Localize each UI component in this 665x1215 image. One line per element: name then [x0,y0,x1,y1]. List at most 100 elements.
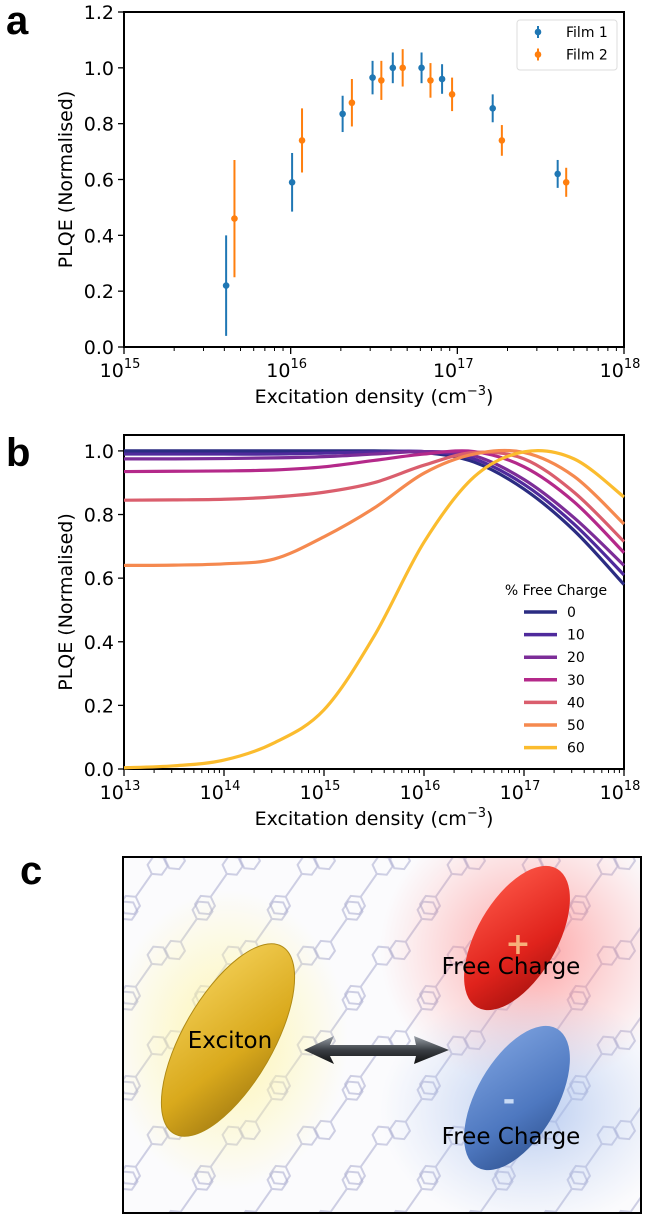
y-tick-label: 0.4 [84,225,114,247]
x-axis-label-text: Excitation density (cm [255,386,467,408]
x-axis-label-close: ) [486,386,493,408]
molecule-bond [359,1143,378,1168]
molecule-ring [87,847,113,873]
chart-a-plqe-vs-density: 1015 1016 1017 10180.00.20.40.60.81.01.2Exc… [55,2,640,408]
x-tick-base: 10 [300,782,324,804]
y-tick-label: 0.6 [84,170,114,192]
molecule-bond [481,829,497,852]
curve-20-percent [123,449,626,567]
molecule-ring [313,1209,337,1213]
exciton-label: Exciton [188,1028,272,1054]
y-tick-label: 1.2 [84,2,114,24]
x-tick-label: 1014 [200,779,241,804]
molecule-bond [106,1099,122,1122]
x-axis-label-close: ) [486,808,493,830]
data-point [389,64,397,72]
legend-box [516,19,618,71]
legend-label: 0 [567,605,576,621]
x-tick-label: 1018 [600,357,641,382]
data-point [448,91,456,98]
molecule-ring [343,894,367,916]
molecule-ring [642,1072,665,1098]
y-tick-label: 0.0 [84,759,114,781]
molecule [642,1033,665,1099]
data-point [348,99,356,107]
molecule-ring [640,1168,665,1194]
molecule-ring [343,1074,367,1096]
x-axis-label: Excitation density (cm−3) [255,384,494,408]
molecule-ring [565,808,591,834]
x-tick-exponent: 16 [290,357,307,372]
legend-title: % Free Charge [505,583,607,599]
molecule [123,857,169,916]
molecule-ring [343,1164,367,1186]
x-tick-base: 10 [100,360,124,382]
molecule-bond [256,829,272,852]
curve-10-percent [123,449,626,577]
molecule-ring [388,857,412,871]
x-tick-exponent: 15 [324,779,341,794]
illustration-frame [122,856,642,1214]
molecule-bond [631,829,647,852]
molecule-ring [313,857,337,871]
panel-label-a: a [6,0,29,43]
molecule-ring [490,808,516,834]
molecule-ring [642,1162,665,1188]
molecule-ring [87,1117,113,1143]
molecule-ring [640,988,665,1014]
molecule-ring [640,898,665,924]
molecule-bond [359,873,378,898]
molecule-bond [661,1144,665,1167]
molecule-bond [134,873,153,898]
data-point [427,77,434,84]
molecule-bond [106,919,122,942]
molecule [343,857,394,916]
chart-b-simulated-plqe: 1013 1014 1015 1016 1017 10180.00.20.40.60.81… [55,434,640,830]
molecule [238,829,272,871]
molecule-ring [115,808,141,834]
x-axis-label-sup: −3 [467,806,486,821]
molecule-ring [146,857,169,876]
molecule [163,808,216,871]
molecule-ring [371,857,394,876]
negative-charge-ellipsoid [464,1025,570,1171]
molecule-ring [388,1209,412,1213]
exciton-ellipsoid [160,943,296,1137]
molecule-ring [642,982,665,1008]
curve-60-percent [123,449,625,770]
double-arrow-icon [304,1036,449,1064]
data-point [438,75,446,83]
data-point [369,74,376,81]
y-axis-label: PLQE (Normalised) [55,513,77,691]
x-tick-label: 1016 [266,357,307,382]
molecule [313,1170,364,1213]
series-film-2 [231,49,570,278]
x-tick-base: 10 [433,360,457,382]
molecule-ring [190,808,216,834]
plot-frame [123,11,625,348]
molecule-bond [359,963,378,988]
molecule-bond [359,1053,378,1078]
molecule-ring [640,1078,665,1104]
molecule-bond [329,1188,348,1213]
molecule-ring [613,1209,637,1213]
legend-label: 50 [567,718,585,734]
legend-label: Film 2 [566,48,608,64]
molecule [642,853,665,919]
molecule-ring [87,1207,113,1215]
molecule-bond [661,1054,665,1077]
legend-label: 60 [567,741,585,757]
molecule [642,1123,665,1189]
molecule [642,943,665,1009]
molecule [613,1168,665,1213]
x-tick-label: 1016 [400,779,441,804]
x-axis-label-sup: −3 [467,384,486,399]
data-point [562,178,570,186]
data-point [554,170,561,178]
x-tick-exponent: 14 [224,779,241,794]
y-tick-label: 1.0 [84,441,114,463]
data-point [339,110,346,118]
molecule-ring [221,857,244,876]
illustration-exciton-free-charge: Exciton + Free Charge - Free Charge [87,808,665,1215]
